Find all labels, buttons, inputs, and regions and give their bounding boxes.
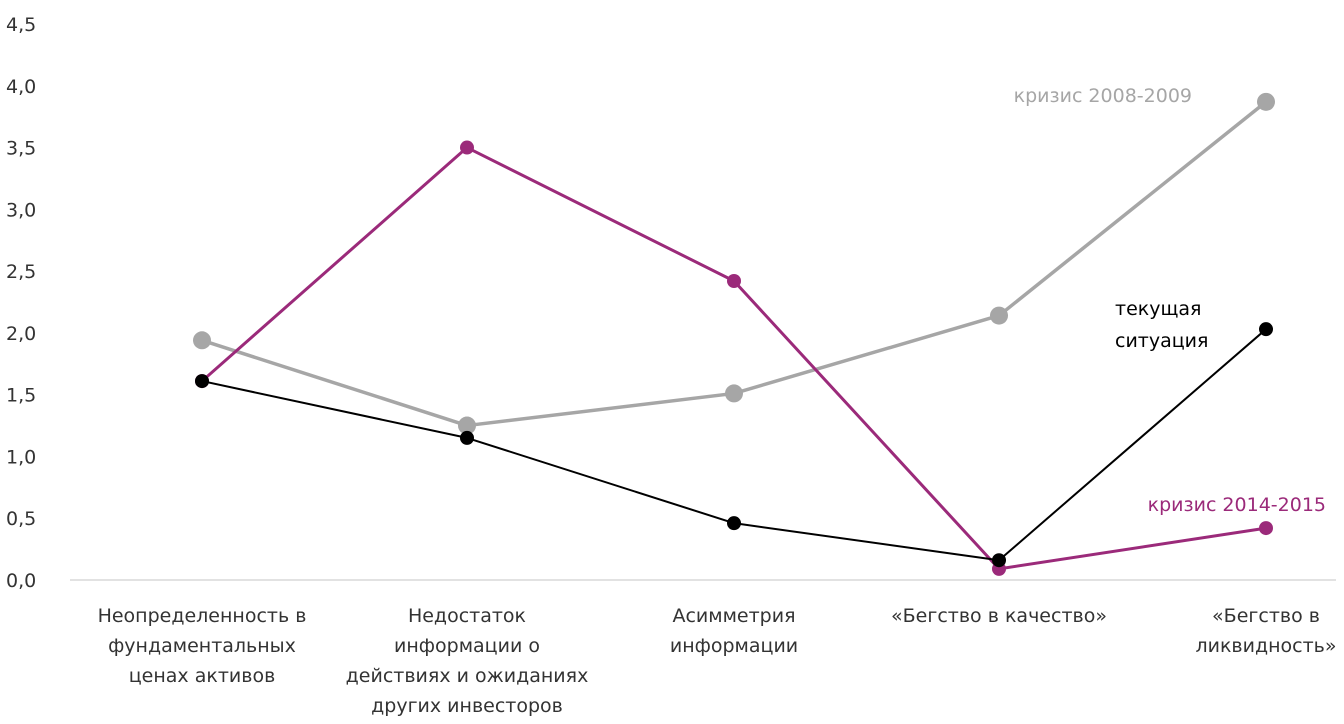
series-1-point <box>1257 92 1275 111</box>
series-2-point <box>1259 521 1273 536</box>
x-category-label: Асимметрия <box>672 605 795 627</box>
y-axis: 0,0 0,5 1,0 1,5 2,0 2,5 3,0 3,5 4,0 4,5 <box>6 14 36 592</box>
y-tick-label: 3,0 <box>6 199 36 221</box>
series-3-point <box>727 516 741 531</box>
annotation-current-line1: текущая <box>1115 298 1201 320</box>
x-category-label: информации о <box>394 635 540 657</box>
series-1-line <box>201 100 1268 428</box>
series-1-point <box>990 306 1008 325</box>
annotation-crisis-2014: кризис 2014-2015 <box>1148 494 1326 516</box>
y-tick-label: 1,5 <box>6 385 36 407</box>
x-category-label: «Бегство в качество» <box>891 605 1107 627</box>
series-3-point <box>1259 322 1273 337</box>
series-3-point <box>195 374 209 389</box>
y-tick-label: 0,0 <box>6 570 36 592</box>
series-3-point <box>992 553 1006 568</box>
x-category-label: «Бегство в <box>1212 605 1320 627</box>
y-tick-label: 4,5 <box>6 14 36 36</box>
x-category-label: фундаментальных <box>108 635 296 657</box>
series-2-line <box>201 146 1267 571</box>
y-tick-label: 2,0 <box>6 323 36 345</box>
series-group <box>193 92 1275 576</box>
series-1-point <box>193 331 211 350</box>
y-tick-label: 0,5 <box>6 508 36 530</box>
x-category-label: других инвесторов <box>371 695 563 717</box>
series-1-point <box>458 416 476 435</box>
y-tick-label: 1,0 <box>6 446 36 468</box>
x-category-label: ликвидность» <box>1195 635 1336 657</box>
series-2-point <box>727 273 741 288</box>
y-tick-label: 4,0 <box>6 76 36 98</box>
x-category-label: ценах активов <box>129 665 276 687</box>
x-category-label: Недостаток <box>408 605 526 627</box>
annotation-crisis-2008: кризис 2008-2009 <box>1014 85 1192 107</box>
series-3-point <box>460 430 474 445</box>
x-category-label: Неопределенность в <box>98 605 307 627</box>
x-axis-categories: Неопределенность в фундаментальных ценах а… <box>98 605 1337 717</box>
y-tick-label: 2,5 <box>6 261 36 283</box>
annotation-current-line2: ситуация <box>1115 330 1208 352</box>
series-1-point <box>725 384 743 403</box>
x-category-label: информации <box>670 635 798 657</box>
y-tick-label: 3,5 <box>6 138 36 160</box>
series-2-point <box>460 140 474 155</box>
x-category-label: действиях и ожиданиях <box>346 665 589 687</box>
